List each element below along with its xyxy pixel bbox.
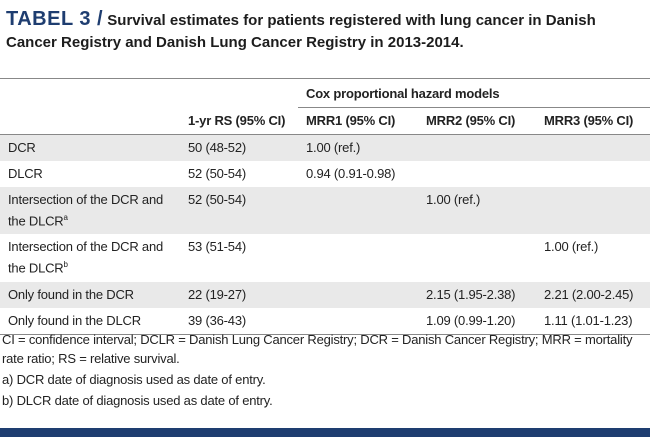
row-label: DCR bbox=[8, 140, 36, 155]
row-label-cell: Intersection of the DCR and the DLCRb bbox=[0, 234, 180, 281]
footnote: CI = confidence interval; DCLR = Danish … bbox=[2, 332, 633, 366]
cell: 1.00 (ref.) bbox=[306, 140, 361, 155]
table: Cox proportional hazard models 1-yr RS (… bbox=[0, 78, 650, 335]
cell: 52 (50-54) bbox=[188, 192, 246, 207]
table-row: Only found in the DCR 22 (19-27) 2.15 (1.9… bbox=[0, 281, 650, 308]
empty-cell bbox=[180, 79, 298, 108]
row-label-cell: Intersection of the DCR and the DLCRa bbox=[0, 187, 180, 234]
table-row: Intersection of the DCR and the DLCRa 52 … bbox=[0, 187, 650, 235]
table-row: DLCR 52 (50-54) 0.94 (0.91-0.98) bbox=[0, 161, 650, 187]
cell bbox=[418, 135, 536, 162]
cell bbox=[536, 161, 650, 187]
group-header-row: Cox proportional hazard models bbox=[0, 78, 650, 108]
cell: 0.94 (0.91-0.98) bbox=[306, 166, 396, 181]
cell bbox=[536, 187, 650, 234]
table-row: Intersection of the DCR and the DLCRb 53 … bbox=[0, 234, 650, 281]
cell bbox=[298, 234, 418, 281]
row-label: Only found in the DLCR bbox=[8, 312, 141, 328]
cell: 53 (51-54) bbox=[188, 239, 246, 255]
cell: 1.00 (ref.) bbox=[426, 192, 481, 207]
cell: 39 (36-43) bbox=[188, 312, 246, 328]
cell: 1.00 (ref.) bbox=[544, 239, 599, 255]
title-label: TABEL 3 / bbox=[6, 8, 104, 30]
cell: 22 (19-27) bbox=[188, 286, 246, 302]
footnote-marker: b bbox=[63, 260, 68, 270]
footnote-marker: a bbox=[63, 213, 68, 222]
title: TABEL 3 / Survival estimates for patient… bbox=[6, 8, 646, 54]
footnotes: CI = confidence interval; DCLR = Danish … bbox=[2, 330, 647, 412]
column-header: 1-yr RS (95% CI) bbox=[188, 112, 286, 128]
column-header: MRR1 (95% CI) bbox=[306, 113, 396, 128]
column-header: MRR2 (95% CI) bbox=[426, 113, 516, 128]
row-label: Intersection of the DCR and the DLCR bbox=[8, 192, 164, 229]
table-row: Only found in the DLCR 39 (36-43) 1.09 (0.… bbox=[0, 308, 650, 335]
column-header: MRR3 (95% CI) bbox=[544, 113, 634, 128]
bottom-bar bbox=[0, 428, 650, 437]
cell: 1.11 (1.01-1.23) bbox=[544, 312, 633, 328]
footnote: b) DLCR date of diagnosis used as date o… bbox=[2, 393, 273, 408]
cell bbox=[418, 234, 536, 281]
title-text: Survival estimates for patients register… bbox=[6, 12, 596, 51]
cell bbox=[418, 161, 536, 187]
row-label: DLCR bbox=[8, 166, 43, 181]
row-label: Intersection of the DCR and the DLCR bbox=[8, 239, 164, 276]
row-label-cell: DLCR bbox=[0, 161, 180, 187]
empty-cell bbox=[0, 79, 180, 108]
cell: 2.21 (2.00-2.45) bbox=[544, 286, 634, 302]
header-row: 1-yr RS (95% CI) MRR1 (95% CI) MRR2 (95% C… bbox=[0, 108, 650, 135]
cell: 1.09 (0.99-1.20) bbox=[426, 312, 516, 328]
row-label-cell: DCR bbox=[0, 135, 180, 162]
table-row: DCR 50 (48-52) 1.00 (ref.) bbox=[0, 134, 650, 162]
cell bbox=[536, 135, 650, 162]
cell bbox=[298, 282, 418, 308]
cell: 52 (50-54) bbox=[188, 166, 246, 181]
row-label: Only found in the DCR bbox=[8, 286, 134, 302]
cell: 2.15 (1.95-2.38) bbox=[426, 286, 516, 302]
footnote: a) DCR date of diagnosis used as date of… bbox=[2, 372, 266, 387]
group-header: Cox proportional hazard models bbox=[298, 78, 650, 108]
cell: 50 (48-52) bbox=[188, 140, 246, 155]
row-label-cell: Only found in the DCR bbox=[0, 282, 180, 308]
cell bbox=[298, 187, 418, 234]
table-body: Cox proportional hazard models 1-yr RS (… bbox=[0, 78, 650, 335]
row-label-cell: Only found in the DLCR bbox=[0, 308, 180, 335]
empty-cell bbox=[0, 108, 180, 135]
